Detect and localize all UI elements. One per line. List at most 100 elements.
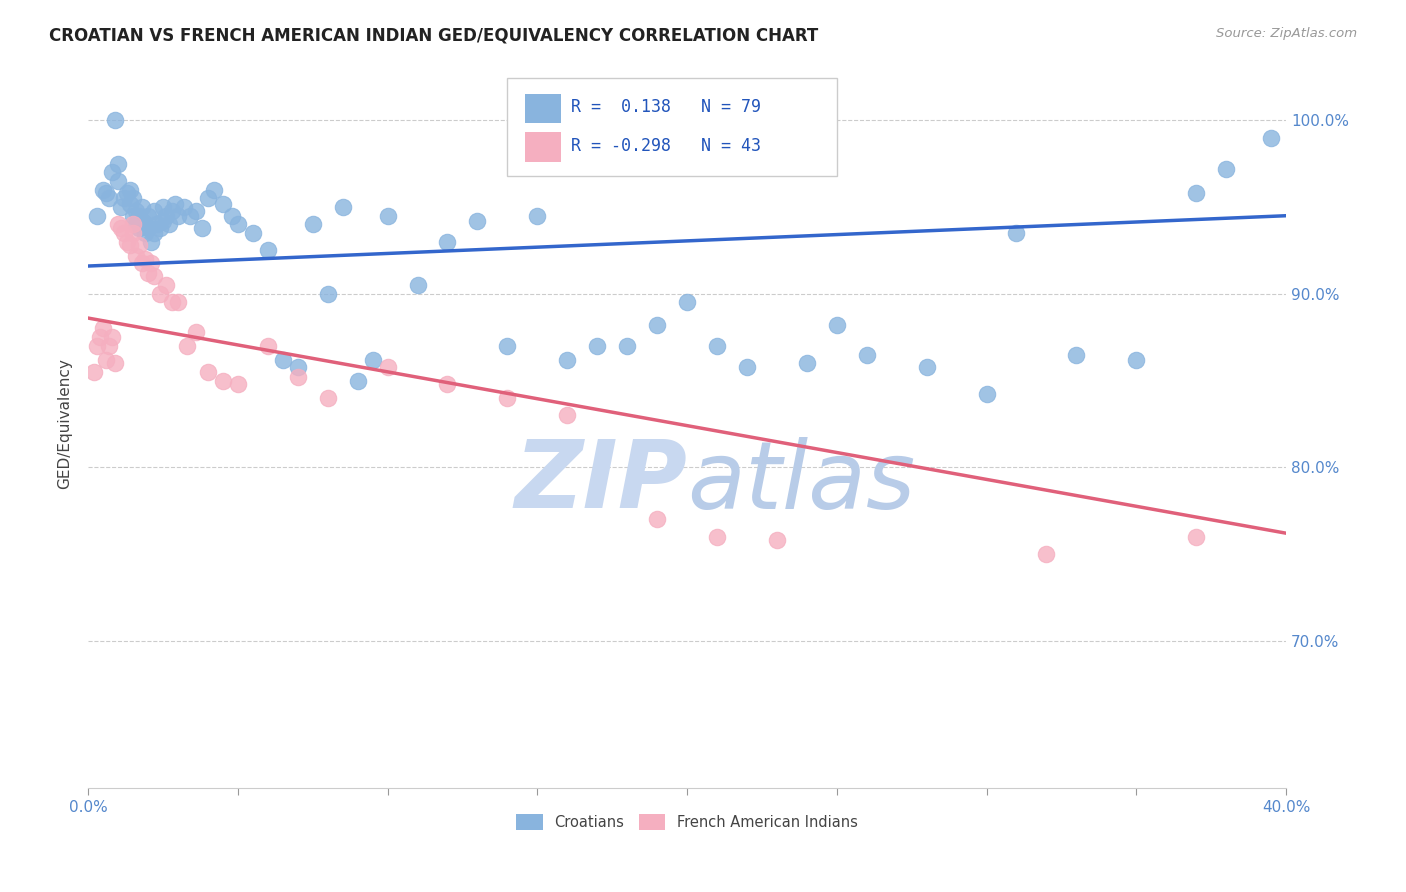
Point xyxy=(155,278,177,293)
Point xyxy=(645,512,668,526)
Point xyxy=(766,533,789,548)
Point xyxy=(1066,347,1088,361)
Point xyxy=(163,196,186,211)
Text: CROATIAN VS FRENCH AMERICAN INDIAN GED/EQUIVALENCY CORRELATION CHART: CROATIAN VS FRENCH AMERICAN INDIAN GED/E… xyxy=(49,27,818,45)
Point xyxy=(226,376,249,391)
Point xyxy=(855,347,877,361)
Point xyxy=(131,200,153,214)
Point xyxy=(256,339,278,353)
Point xyxy=(1260,130,1282,145)
Point xyxy=(160,295,183,310)
Point xyxy=(89,330,111,344)
Point xyxy=(136,220,159,235)
Point xyxy=(184,325,207,339)
Point xyxy=(1215,161,1237,176)
Point xyxy=(98,191,121,205)
Point xyxy=(796,356,818,370)
Point xyxy=(167,209,190,223)
Point xyxy=(104,356,127,370)
Point xyxy=(136,209,159,223)
Point xyxy=(110,220,132,235)
Point xyxy=(128,209,150,223)
Point xyxy=(91,183,114,197)
Point xyxy=(226,218,249,232)
Point xyxy=(110,200,132,214)
Point xyxy=(221,209,243,223)
Point xyxy=(120,238,142,252)
Point xyxy=(149,220,172,235)
Point xyxy=(94,186,117,201)
Point xyxy=(301,218,323,232)
Point xyxy=(377,209,399,223)
Point xyxy=(271,352,294,367)
Point xyxy=(146,218,169,232)
Point xyxy=(202,183,225,197)
Point xyxy=(98,339,121,353)
Point xyxy=(152,200,174,214)
Point xyxy=(134,252,156,266)
Point xyxy=(467,214,489,228)
Point xyxy=(735,359,758,374)
Text: R = -0.298   N = 43: R = -0.298 N = 43 xyxy=(571,136,761,154)
Point xyxy=(125,218,148,232)
Point xyxy=(706,339,728,353)
Point xyxy=(1125,352,1147,367)
Point xyxy=(122,218,145,232)
Bar xyxy=(526,94,561,123)
Point xyxy=(361,352,384,367)
Point xyxy=(83,365,105,379)
Point xyxy=(128,238,150,252)
Text: Source: ZipAtlas.com: Source: ZipAtlas.com xyxy=(1216,27,1357,40)
Point xyxy=(139,255,162,269)
Point xyxy=(125,203,148,218)
Point xyxy=(143,226,166,240)
Point xyxy=(555,352,578,367)
Point xyxy=(676,295,699,310)
Point xyxy=(167,295,190,310)
Point xyxy=(915,359,938,374)
Point xyxy=(976,387,998,401)
Point xyxy=(176,339,198,353)
Point xyxy=(128,220,150,235)
Point xyxy=(197,191,219,205)
Point xyxy=(706,530,728,544)
Point xyxy=(555,408,578,422)
Point xyxy=(436,376,458,391)
Y-axis label: GED/Equivalency: GED/Equivalency xyxy=(58,359,72,490)
Point xyxy=(120,196,142,211)
Point xyxy=(94,352,117,367)
Point xyxy=(212,196,235,211)
Point xyxy=(134,218,156,232)
Point xyxy=(101,165,124,179)
Point xyxy=(496,391,519,405)
Point xyxy=(120,183,142,197)
Point xyxy=(131,255,153,269)
Point xyxy=(104,113,127,128)
Point xyxy=(316,391,339,405)
Point xyxy=(160,203,183,218)
Bar xyxy=(526,132,561,161)
Point xyxy=(107,157,129,171)
Point xyxy=(1005,226,1028,240)
Point xyxy=(149,286,172,301)
Point xyxy=(107,218,129,232)
Point xyxy=(157,218,180,232)
Point xyxy=(115,186,138,201)
Point xyxy=(586,339,609,353)
Point xyxy=(242,226,264,240)
Point xyxy=(377,359,399,374)
Point xyxy=(287,370,309,384)
Text: atlas: atlas xyxy=(688,437,915,528)
Point xyxy=(212,374,235,388)
Point xyxy=(1035,547,1057,561)
Point xyxy=(346,374,368,388)
Point xyxy=(122,226,145,240)
Point xyxy=(197,365,219,379)
Point xyxy=(112,191,135,205)
FancyBboxPatch shape xyxy=(508,78,837,177)
Point xyxy=(134,226,156,240)
Point xyxy=(825,318,848,332)
Text: R =  0.138   N = 79: R = 0.138 N = 79 xyxy=(571,98,761,116)
Point xyxy=(406,278,429,293)
Point xyxy=(526,209,548,223)
